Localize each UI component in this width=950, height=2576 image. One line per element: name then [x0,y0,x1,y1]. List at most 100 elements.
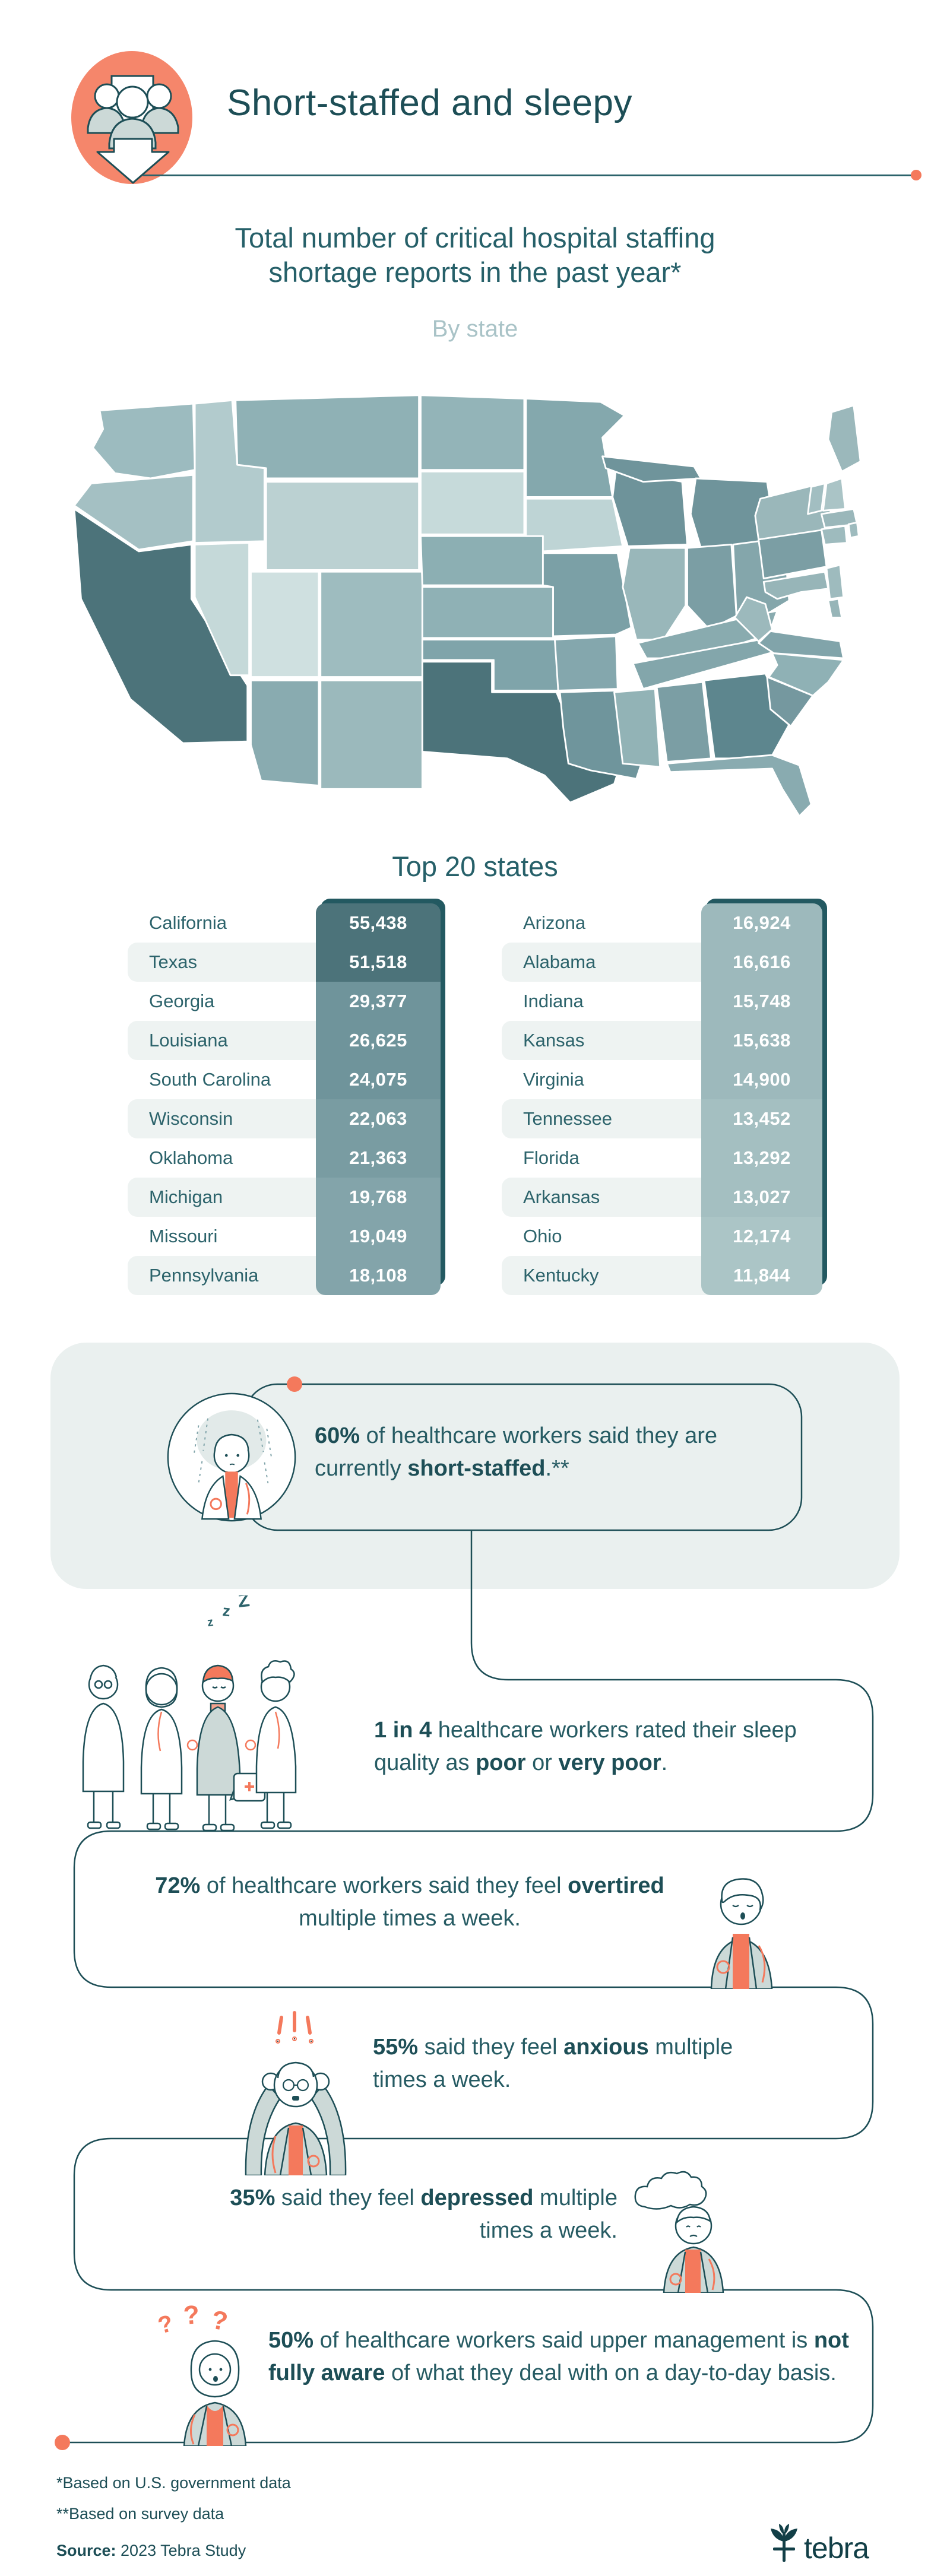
svg-text:z: z [221,1601,231,1620]
stat-emphasis: 55% [373,2035,419,2060]
stat-emphasis: poor [476,1750,526,1775]
table-row: Georgia [128,982,441,1021]
stat-emphasis: 60% [315,1423,360,1448]
state-value-bar: 16,924 [701,903,822,943]
stat-text: multiple times a week. [373,2035,733,2092]
header-accent-dot [911,170,922,180]
state-label: Louisiana [149,1030,228,1051]
state-value-bar: 24,075 [316,1060,441,1099]
top20-heading: Top 20 states [392,851,558,882]
stat-text: of what they deal with on a day-to-day b… [385,2361,837,2385]
state-label: Michigan [149,1187,223,1207]
tebra-wordmark: tebra [804,2531,869,2565]
state-value: 12,174 [733,1226,791,1246]
table-row: Arizona [502,903,822,943]
table-row: Ohio [502,1217,822,1256]
chain-end-accent-dot [55,2435,70,2450]
state-value-bar: 21,363 [316,1138,441,1178]
stat-management: 50% of healthcare workers said upper man… [268,2324,868,2390]
state-value-bar: 19,049 [316,1217,441,1256]
stat-emphasis: 72% [155,1873,201,1898]
svg-text:?: ? [182,2301,200,2330]
svg-text:Z: Z [237,1595,251,1611]
stat-text: or [525,1750,559,1775]
state-value-bar: 26,625 [316,1021,441,1060]
overtired-worker-illustration [710,1878,773,1989]
state-value-bar: 12,174 [701,1217,822,1256]
section-title-line2: shortage reports in the past year* [268,256,682,288]
state-label: Texas [149,951,197,972]
state-label: Virginia [523,1069,584,1090]
state-value: 19,768 [349,1187,407,1207]
footnote-government-data: *Based on U.S. government data [56,2474,291,2492]
state-value: 16,924 [733,912,791,933]
state-label: Kansas [523,1030,585,1051]
stat-text: said they feel [275,2185,421,2210]
state-value-bar: 13,027 [701,1178,822,1217]
stat-text: multiple times a week. [479,2185,618,2243]
table-row: Missouri [128,1217,441,1256]
state-value-bar: 29,377 [316,982,441,1021]
state-label: California [149,912,227,933]
state-label: South Carolina [149,1069,271,1090]
svg-text:?: ? [156,2310,176,2339]
section-title-line1: Total number of critical hospital staffi… [235,222,715,253]
footnote-survey-data: **Based on survey data [56,2505,224,2523]
stat-text: of healthcare workers said upper managem… [314,2328,814,2353]
state-label: Kentucky [523,1265,599,1286]
top20-left-column: California Texas Georgia Louisiana South Car… [128,899,445,1295]
stat-emphasis: overtired [568,1873,664,1898]
state-label: Georgia [149,991,215,1011]
state-value: 11,844 [733,1265,791,1286]
state-value-bar: 22,063 [316,1099,441,1138]
state-value: 24,075 [349,1069,407,1090]
state-label: Pennsylvania [149,1265,259,1286]
section-subtitle: By state [432,316,518,342]
table-row: South Carolina [128,1060,441,1099]
stat-text: 2023 Tebra Study [116,2542,246,2559]
stat-text: of healthcare workers said they are curr… [315,1423,718,1481]
state-value: 21,363 [349,1147,407,1168]
section-title: Total number of critical hospital staffi… [0,221,950,290]
svg-text:?: ? [209,2305,230,2337]
state-label: Indiana [523,991,584,1011]
tebra-leaf-icon [771,2524,797,2562]
header-rule [142,175,914,176]
state-value: 18,108 [349,1265,407,1286]
state-value: 13,452 [733,1108,791,1129]
state-value: 51,518 [349,951,407,972]
state-value: 29,377 [349,991,407,1011]
confused-worker-illustration: ? ? ? [156,2301,247,2446]
state-value-bar: 14,900 [701,1060,822,1099]
state-label: Arkansas [523,1187,600,1207]
state-value-bar: 51,518 [316,943,441,982]
stat-sleep-quality: 1 in 4 healthcare workers rated their sl… [374,1714,867,1779]
state-value-bar: 13,452 [701,1099,822,1138]
state-value: 13,292 [733,1147,791,1168]
depressed-worker-illustration [634,2171,724,2293]
stat-text: of healthcare workers said they feel [200,1873,568,1898]
state-value: 16,616 [733,951,791,972]
table-row: Florida [502,1138,822,1178]
stat-text: . [661,1750,668,1775]
stat-depressed: 35% said they feel depressed multiple ti… [211,2182,618,2247]
state-value-bar: 11,844 [701,1256,822,1295]
stat-emphasis: very poor [558,1750,661,1775]
state-value: 22,063 [349,1108,407,1129]
state-value: 19,049 [349,1226,407,1246]
state-value: 13,027 [733,1187,791,1207]
source-line: Source: 2023 Tebra Study [56,2542,246,2560]
state-value-bar: 18,108 [316,1256,441,1295]
stat-emphasis: not fully aware [268,2328,849,2385]
state-label: Wisconsin [149,1108,233,1129]
state-value: 26,625 [349,1030,407,1051]
stat-emphasis: anxious [563,2035,649,2060]
us-choropleth-map [50,380,900,830]
bar-stack: 55,438 51,518 29,377 26,625 24,075 22,063 21,3… [316,903,441,1295]
svg-text:z: z [207,1616,214,1629]
state-label: Missouri [149,1226,218,1246]
stat-emphasis: 50% [268,2328,314,2353]
stat-emphasis: depressed [420,2185,534,2210]
state-value-bar: 15,638 [701,1021,822,1060]
